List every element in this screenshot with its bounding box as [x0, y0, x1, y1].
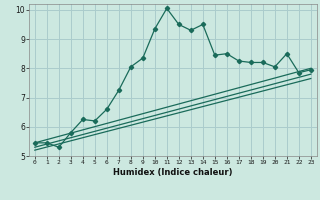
X-axis label: Humidex (Indice chaleur): Humidex (Indice chaleur): [113, 168, 233, 177]
